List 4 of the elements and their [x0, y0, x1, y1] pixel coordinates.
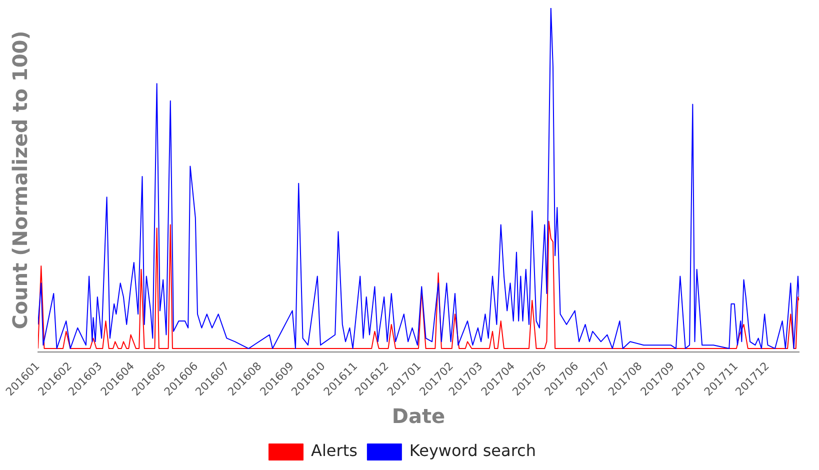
x-axis-title: Date — [392, 404, 446, 428]
y-axis-title: Count (Normalized to 100) — [8, 30, 32, 330]
legend-label: Keyword search — [409, 441, 536, 460]
legend-label: Alerts — [311, 441, 358, 460]
